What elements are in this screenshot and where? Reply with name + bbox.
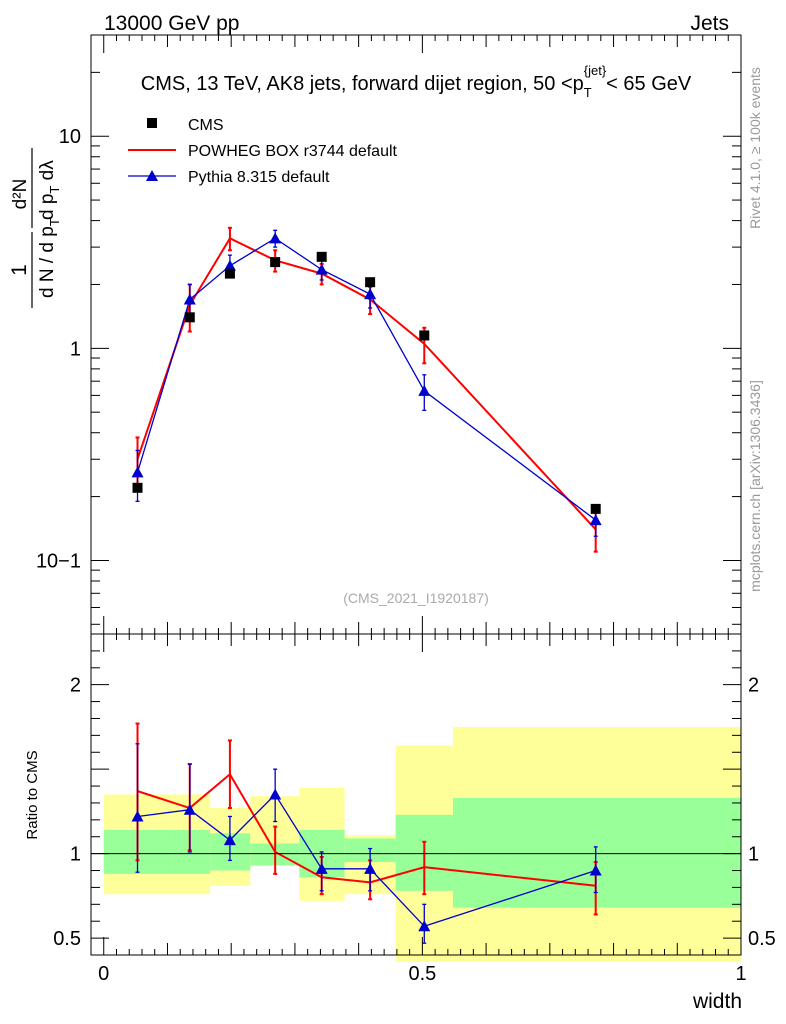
ylabel-rden-tail: dλ bbox=[37, 160, 58, 186]
pythia-point bbox=[589, 514, 602, 526]
ratio-pythia-point bbox=[223, 834, 236, 846]
ratio-pythia-point bbox=[269, 788, 282, 800]
main-ytick-label: 1 bbox=[70, 338, 81, 360]
ratio-xtick-label: 1 bbox=[735, 963, 746, 985]
ylabel-den-sub: T bbox=[47, 218, 62, 226]
ratio-ytick-label: 2 bbox=[70, 675, 81, 697]
ylabel-rnum: d²N bbox=[10, 179, 31, 210]
main-ytick-label: 10 bbox=[59, 126, 81, 148]
cms-data-point bbox=[184, 312, 195, 323]
ratio-xtick-label: 0 bbox=[98, 963, 109, 985]
ratio-ytick-label-right: 2 bbox=[748, 675, 759, 697]
ylabel-den-text: d N / d p bbox=[37, 226, 58, 298]
title-sub: T bbox=[584, 85, 592, 100]
cms-data-point bbox=[419, 330, 430, 341]
ratio-pythia-point bbox=[589, 864, 602, 876]
cms-data-point bbox=[270, 257, 281, 268]
pythia-line bbox=[136, 237, 597, 521]
analysis-watermark: (CMS_2021_I1920187) bbox=[343, 590, 489, 606]
pythia-point bbox=[183, 293, 196, 305]
ratio-panel-marks bbox=[131, 722, 602, 944]
mcplots-note: mcplots.cern.ch [arXiv:1306.3436] bbox=[747, 380, 763, 592]
legend-cms-label: CMS bbox=[188, 117, 224, 134]
legend-pythia-marker bbox=[146, 170, 158, 181]
ratio-ytick-label: 1 bbox=[70, 844, 81, 866]
cms-data-point bbox=[224, 268, 235, 279]
cms-data-point bbox=[590, 503, 601, 514]
main-panel-marks bbox=[131, 226, 602, 553]
ratio-pythia-point bbox=[315, 862, 328, 874]
ratio-ytick-label-right: 0.5 bbox=[748, 928, 776, 950]
ratio-frame bbox=[90, 633, 742, 956]
ylabel-rden-text: d p bbox=[37, 194, 58, 220]
header-jets: Jets bbox=[690, 12, 729, 35]
pythia-point bbox=[418, 384, 431, 396]
legend: CMS POWHEG BOX r3744 default Pythia 8.31… bbox=[128, 117, 398, 186]
cms-data-point bbox=[316, 251, 327, 262]
x-axis-label: width bbox=[692, 990, 742, 1013]
pythia-point bbox=[269, 232, 282, 244]
ratio-pythia-point bbox=[418, 920, 431, 932]
rivet-note: Rivet 4.1.0, ≥ 100k events bbox=[747, 67, 763, 229]
ylabel-den: d N / d pT bbox=[37, 218, 62, 298]
main-ytick-label: 10−1 bbox=[36, 550, 81, 572]
ratio-pythia-line bbox=[137, 793, 596, 928]
main-ylabel: 1 d N / d pT d²N d pT dλ bbox=[8, 148, 62, 308]
cms-data-point bbox=[132, 482, 143, 493]
ylabel-rden-sub: T bbox=[47, 186, 62, 194]
ratio-powheg-line bbox=[137, 772, 596, 887]
legend-powheg-label: POWHEG BOX r3744 default bbox=[188, 143, 398, 160]
legend-cms-marker bbox=[147, 118, 157, 128]
main-title: CMS, 13 TeV, AK8 jets, forward dijet reg… bbox=[141, 63, 692, 100]
ratio-ytick-label: 0.5 bbox=[53, 928, 81, 950]
ylabel-num: 1 bbox=[8, 264, 31, 276]
pythia-point bbox=[131, 466, 144, 478]
band-inner-bin bbox=[452, 797, 741, 908]
legend-pythia-label: Pythia 8.315 default bbox=[188, 169, 330, 186]
cms-data-point bbox=[365, 277, 376, 288]
ratio-pythia-point bbox=[131, 810, 144, 822]
title-pre: CMS, 13 TeV, AK8 jets, forward dijet reg… bbox=[141, 73, 584, 95]
ratio-ylabel: Ratio to CMS bbox=[24, 750, 41, 839]
ratio-ytick-label-right: 1 bbox=[748, 844, 759, 866]
pythia-point bbox=[364, 288, 377, 300]
ratio-pythia-point bbox=[364, 862, 377, 874]
ratio-pythia-point bbox=[183, 803, 196, 815]
title-sup: {jet} bbox=[584, 63, 607, 78]
ylabel-rden: d pT dλ bbox=[37, 160, 62, 220]
header-energy: 13000 GeV pp bbox=[104, 12, 239, 35]
pythia-point bbox=[315, 263, 328, 275]
pythia-point bbox=[223, 259, 236, 271]
title-post: < 65 GeV bbox=[606, 73, 692, 95]
ratio-xtick-label: 0.5 bbox=[408, 963, 436, 985]
